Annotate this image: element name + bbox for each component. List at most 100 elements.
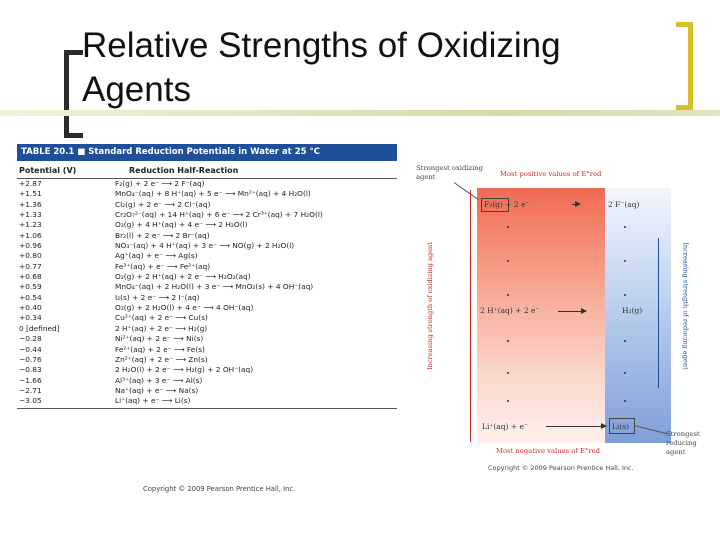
reaction-cell: Cl₂(g) + 2 e⁻ ⟶ 2 Cl⁻(aq) bbox=[115, 199, 211, 209]
reaction-cell: MnO₄⁻(aq) + 2 H₂O(l) + 3 e⁻ ⟶ MnO₂(s) + … bbox=[115, 282, 314, 292]
table-row: +1.51 MnO₄⁻(aq) + 8 H⁺(aq) + 5 e⁻ ⟶ Mn²⁺(… bbox=[17, 189, 397, 199]
ellipsis-dot bbox=[624, 340, 626, 342]
table-row: −3.05 Li⁺(aq) + e⁻ ⟶ Li(s) bbox=[17, 396, 397, 406]
table-row: 0 [defined] 2 H⁺(aq) + 2 e⁻ ⟶ H₂(g) bbox=[17, 324, 397, 334]
left-bracket-decoration bbox=[64, 50, 83, 138]
ellipsis-dot bbox=[624, 260, 626, 262]
oxidizing-agent-column bbox=[477, 188, 605, 443]
mid-left-cell: 2 H⁺(aq) + 2 e⁻ bbox=[480, 306, 540, 315]
potential-cell: +1.51 bbox=[19, 189, 42, 199]
table-row: +1.36 Cl₂(g) + 2 e⁻ ⟶ 2 Cl⁻(aq) bbox=[17, 200, 397, 210]
strongest-reducing-label: Strongest reducing agent bbox=[666, 430, 700, 456]
table-rows: +2.87 F₂(g) + 2 e⁻ ⟶ 2 F⁻(aq) +1.51 MnO₄⁻(a… bbox=[17, 179, 397, 407]
table-row: +0.34 Cu²⁺(aq) + 2 e⁻ ⟶ Cu(s) bbox=[17, 313, 397, 323]
oxidizing-pointer-line bbox=[453, 182, 479, 201]
table-row: +2.87 F₂(g) + 2 e⁻ ⟶ 2 F⁻(aq) bbox=[17, 179, 397, 189]
diagram-copyright: Copyright © 2009 Pearson Prentice Hall, … bbox=[488, 464, 634, 472]
table-row: +1.06 Br₂(l) + 2 e⁻ ⟶ 2 Br⁻(aq) bbox=[17, 231, 397, 241]
table-row: +0.40 O₂(g) + 2 H₂O(l) + 4 e⁻ ⟶ 4 OH⁻(aq) bbox=[17, 303, 397, 313]
reaction-cell: Ni²⁺(aq) + 2 e⁻ ⟶ Ni(s) bbox=[115, 334, 204, 344]
potential-cell: +0.80 bbox=[19, 251, 42, 261]
potential-cell: +1.23 bbox=[19, 220, 42, 230]
table-heading: TABLE 20.1 ■ Standard Reduction Potentia… bbox=[17, 144, 397, 161]
li-highlight-box bbox=[609, 418, 635, 434]
table-row: +0.54 I₂(s) + 2 e⁻ ⟶ 2 I⁻(aq) bbox=[17, 293, 397, 303]
potential-cell: −3.05 bbox=[19, 396, 42, 406]
bottom-left-cell: Li⁺(aq) + e⁻ bbox=[482, 422, 528, 431]
potential-cell: −0.44 bbox=[19, 344, 42, 354]
most-positive-label: Most positive values of E°red bbox=[500, 170, 602, 178]
potential-cell: +1.06 bbox=[19, 230, 42, 240]
top-left-cell: F₂(g) + 2 e⁻ bbox=[484, 200, 530, 209]
table-row: −2.71 Na⁺(aq) + e⁻ ⟶ Na(s) bbox=[17, 386, 397, 396]
ellipsis-dot bbox=[624, 226, 626, 228]
bottom-arrow bbox=[546, 423, 607, 429]
table-row: +0.80 Ag⁺(aq) + e⁻ ⟶ Ag(s) bbox=[17, 251, 397, 261]
ellipsis-dot bbox=[507, 400, 509, 402]
left-axis-label: Increasing strength of oxidizing agent bbox=[425, 242, 434, 370]
table-row: −0.83 2 H₂O(l) + 2 e⁻ ⟶ H₂(g) + 2 OH⁻(aq) bbox=[17, 365, 397, 375]
right-bracket-decoration bbox=[676, 22, 693, 110]
top-arrow bbox=[572, 201, 581, 207]
slide-title: Relative Strengths of Oxidizing Agents bbox=[82, 26, 561, 109]
right-axis-label: Increasing strength of reducing agent bbox=[681, 242, 690, 370]
potential-cell: +2.87 bbox=[19, 179, 42, 188]
reaction-cell: 2 H⁺(aq) + 2 e⁻ ⟶ H₂(g) bbox=[115, 323, 208, 333]
table-row: −0.76 Zn²⁺(aq) + 2 e⁻ ⟶ Zn(s) bbox=[17, 355, 397, 365]
reaction-cell: Br₂(l) + 2 e⁻ ⟶ 2 Br⁻(aq) bbox=[115, 230, 210, 240]
reaction-cell: Na⁺(aq) + e⁻ ⟶ Na(s) bbox=[115, 385, 199, 395]
reaction-cell: Fe³⁺(aq) + e⁻ ⟶ Fe²⁺(aq) bbox=[115, 261, 211, 271]
mid-arrow bbox=[558, 308, 587, 314]
potential-cell: −0.28 bbox=[19, 334, 42, 344]
reaction-cell: I₂(s) + 2 e⁻ ⟶ 2 I⁻(aq) bbox=[115, 292, 200, 302]
table-column-headers: Potential (V) Reduction Half-Reaction bbox=[17, 164, 397, 179]
ellipsis-dot bbox=[507, 260, 509, 262]
oxidizing-strength-arrow bbox=[470, 190, 471, 442]
reaction-cell: NO₃⁻(aq) + 4 H⁺(aq) + 3 e⁻ ⟶ NO(g) + 2 H… bbox=[115, 241, 295, 251]
table-row: +0.68 O₂(g) + 2 H⁺(aq) + 2 e⁻ ⟶ H₂O₂(aq) bbox=[17, 272, 397, 282]
potential-cell: −2.71 bbox=[19, 385, 42, 395]
ellipsis-dot bbox=[624, 294, 626, 296]
ellipsis-dot bbox=[624, 372, 626, 374]
table-row: −0.44 Fe²⁺(aq) + 2 e⁻ ⟶ Fe(s) bbox=[17, 345, 397, 355]
ellipsis-dot bbox=[624, 400, 626, 402]
strength-diagram: Strongest oxidizing agent Most positive … bbox=[412, 160, 712, 480]
potential-cell: −0.76 bbox=[19, 354, 42, 364]
column-header-potential: Potential (V) bbox=[19, 166, 77, 175]
bottom-right-cell: Li(s) bbox=[612, 422, 630, 431]
most-negative-label: Most negative values of E°red bbox=[496, 447, 601, 455]
potential-cell: +0.59 bbox=[19, 282, 42, 292]
ellipsis-dot bbox=[507, 294, 509, 296]
table-row: +1.23 O₂(g) + 4 H⁺(aq) + 4 e⁻ ⟶ 2 H₂O(l) bbox=[17, 220, 397, 230]
reaction-cell: Fe²⁺(aq) + 2 e⁻ ⟶ Fe(s) bbox=[115, 344, 205, 354]
title-underline-bar bbox=[0, 110, 720, 116]
potential-cell: +0.40 bbox=[19, 303, 42, 313]
strongest-oxidizing-label: Strongest oxidizing agent bbox=[416, 164, 483, 181]
reaction-cell: O₂(g) + 4 H⁺(aq) + 4 e⁻ ⟶ 2 H₂O(l) bbox=[115, 220, 248, 230]
potential-cell: +0.96 bbox=[19, 241, 42, 251]
ellipsis-dot bbox=[507, 340, 509, 342]
column-header-reaction: Reduction Half-Reaction bbox=[129, 166, 239, 175]
table-row: +0.59 MnO₄⁻(aq) + 2 H₂O(l) + 3 e⁻ ⟶ MnO₂(… bbox=[17, 282, 397, 292]
reaction-cell: Al³⁺(aq) + 3 e⁻ ⟶ Al(s) bbox=[115, 375, 203, 385]
reducing-agent-column bbox=[605, 188, 671, 443]
reaction-cell: Zn²⁺(aq) + 2 e⁻ ⟶ Zn(s) bbox=[115, 354, 208, 364]
table-row: +0.77 Fe³⁺(aq) + e⁻ ⟶ Fe²⁺(aq) bbox=[17, 262, 397, 272]
ellipsis-dot bbox=[507, 372, 509, 374]
reduction-potentials-table: TABLE 20.1 ■ Standard Reduction Potentia… bbox=[17, 144, 397, 496]
f2-highlight-box bbox=[481, 198, 509, 212]
table-row: +0.96 NO₃⁻(aq) + 4 H⁺(aq) + 3 e⁻ ⟶ NO(g) … bbox=[17, 241, 397, 251]
potential-cell: +0.77 bbox=[19, 261, 42, 271]
table-row: −0.28 Ni²⁺(aq) + 2 e⁻ ⟶ Ni(s) bbox=[17, 334, 397, 344]
reaction-cell: Cu²⁺(aq) + 2 e⁻ ⟶ Cu(s) bbox=[115, 313, 208, 323]
reaction-cell: Li⁺(aq) + e⁻ ⟶ Li(s) bbox=[115, 396, 191, 406]
reaction-cell: MnO₄⁻(aq) + 8 H⁺(aq) + 5 e⁻ ⟶ Mn²⁺(aq) +… bbox=[115, 189, 311, 199]
potential-cell: +1.36 bbox=[19, 199, 42, 209]
table-row: −1.66 Al³⁺(aq) + 3 e⁻ ⟶ Al(s) bbox=[17, 376, 397, 386]
potential-cell: +0.68 bbox=[19, 272, 42, 282]
table-copyright: Copyright © 2009 Pearson Prentice Hall, … bbox=[143, 485, 296, 493]
potential-cell: +1.33 bbox=[19, 210, 42, 220]
table-bottom-rule bbox=[17, 407, 397, 409]
reaction-cell: Ag⁺(aq) + e⁻ ⟶ Ag(s) bbox=[115, 251, 198, 261]
reducing-strength-arrow bbox=[658, 238, 659, 388]
